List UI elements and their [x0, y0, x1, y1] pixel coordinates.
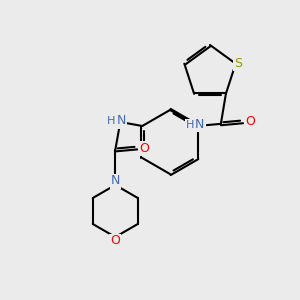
Text: N: N: [117, 115, 126, 128]
Text: S: S: [234, 57, 242, 70]
Text: O: O: [139, 142, 149, 154]
Text: N: N: [195, 118, 205, 131]
Text: H: H: [107, 116, 116, 126]
Text: O: O: [245, 115, 255, 128]
Text: H: H: [186, 120, 194, 130]
Text: N: N: [111, 175, 120, 188]
Text: O: O: [110, 235, 120, 248]
